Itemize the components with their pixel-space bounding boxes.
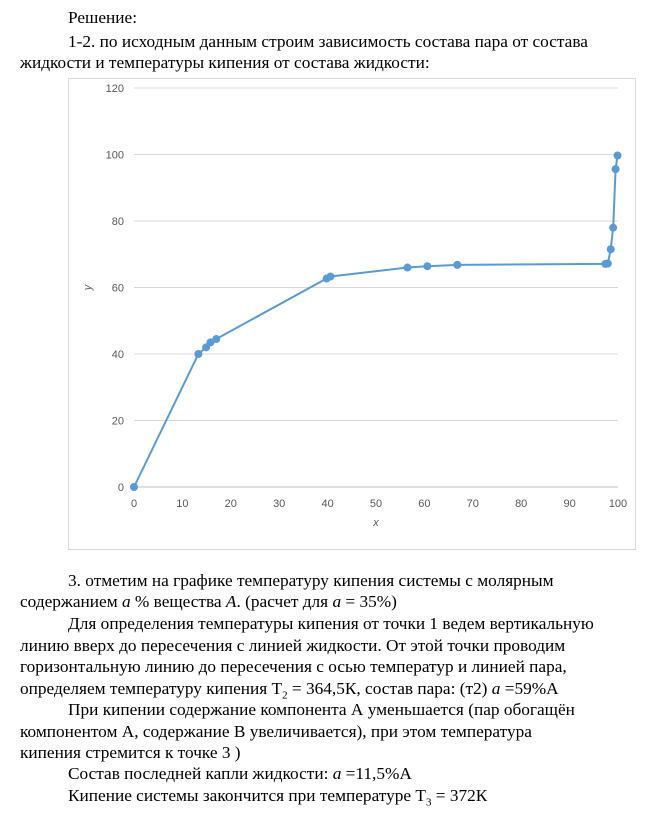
x-tick-label: 80 xyxy=(515,498,527,510)
x-tick-label: 40 xyxy=(321,498,333,510)
data-point xyxy=(611,165,620,174)
x-tick-label: 30 xyxy=(273,498,285,510)
y-axis-title: y xyxy=(82,283,94,291)
data-point xyxy=(603,259,612,268)
data-point xyxy=(453,260,462,269)
x-tick-label: 90 xyxy=(563,498,575,510)
y-tick-label: 20 xyxy=(112,416,124,428)
paragraph-5-line-1: При кипении содержание компонента А умен… xyxy=(68,700,575,719)
paragraph-5-line-2: компонентом А, содержание В увеличиваетс… xyxy=(20,722,532,741)
composition-chart: 0 20 40 60 80 100 120 0 10 20 30 40 50 60 70 80 90 100 x y xyxy=(82,83,627,529)
solution-heading: Решение: xyxy=(68,8,137,27)
x-tick-label: 100 xyxy=(609,498,627,510)
x-tick-label: 60 xyxy=(418,498,430,510)
chart-frame: 0 20 40 60 80 100 120 0 10 20 30 40 50 60 70 80 90 100 x y xyxy=(68,78,636,550)
intro-line-1: 1-2. по исходным данным строим зависимос… xyxy=(68,32,588,51)
x-axis-title: x xyxy=(372,517,379,529)
data-point xyxy=(613,151,622,160)
data-point xyxy=(423,262,432,271)
paragraph-3-line-2: содержанием а % вещества А. (расчет для … xyxy=(20,592,397,611)
y-tick-label: 60 xyxy=(112,283,124,295)
data-point xyxy=(194,350,203,358)
paragraph-4-line-2: линию вверх до пересечения с линией жидк… xyxy=(20,636,566,655)
data-point xyxy=(606,245,615,254)
y-tick-label: 120 xyxy=(106,83,124,95)
x-tick-label: 0 xyxy=(131,498,137,510)
last-drop-composition: Состав последней капли жидкости: а =11,5… xyxy=(68,764,412,783)
x-tick-label: 50 xyxy=(370,498,382,510)
series-line xyxy=(133,155,619,488)
x-tick-label: 20 xyxy=(225,498,237,510)
y-tick-label: 40 xyxy=(112,349,124,361)
intro-line-2: жидкости и температуры кипения от состав… xyxy=(20,53,430,72)
boiling-end-temperature: Кипение системы закончится при температу… xyxy=(68,786,488,809)
y-tick-label: 100 xyxy=(106,150,124,162)
y-tick-label: 0 xyxy=(118,482,124,494)
data-point xyxy=(212,335,221,344)
data-point xyxy=(206,338,215,347)
paragraph-3-line-1: 3. отметим на графике температуру кипени… xyxy=(68,571,554,590)
paragraph-4-line-1: Для определения температуры кипения от т… xyxy=(68,614,594,633)
data-point xyxy=(609,223,618,232)
y-tick-label: 80 xyxy=(112,216,124,228)
x-tick-label: 70 xyxy=(467,498,479,510)
paragraph-4-line-3: горизонтальную линию до пересечения с ос… xyxy=(20,657,567,676)
data-point xyxy=(130,483,138,491)
paragraph-5-line-3: кипения стремится к точке 3 ) xyxy=(20,743,241,762)
data-point xyxy=(326,272,335,281)
paragraph-4-line-4: определяем температуру кипения Т2 = 364,… xyxy=(20,679,559,702)
x-tick-label: 10 xyxy=(176,498,188,510)
data-point xyxy=(403,263,412,272)
